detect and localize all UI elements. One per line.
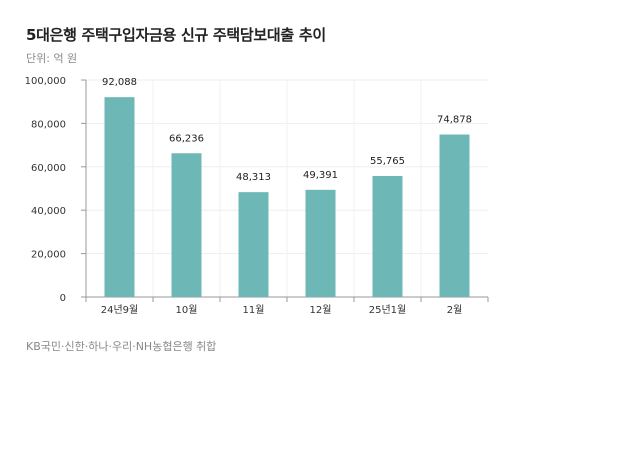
- bar: [372, 175, 403, 297]
- bar: [238, 192, 269, 297]
- x-tick-label: 10월: [176, 304, 198, 316]
- y-tick-label: 60,000: [31, 163, 66, 174]
- x-tick-label: 12월: [310, 304, 332, 316]
- data-label: 74,878: [437, 115, 472, 126]
- x-tick-label: 2월: [447, 304, 463, 316]
- data-label: 66,236: [169, 133, 204, 144]
- data-label: 92,088: [102, 77, 137, 88]
- data-label: 55,765: [370, 156, 405, 167]
- source-note: KB국민·신한·하나·우리·NH농협은행 취합: [26, 340, 217, 353]
- unit-label: 단위: 억 원: [26, 52, 78, 65]
- axes: [81, 79, 489, 302]
- x-tick-label: 25년1월: [369, 304, 407, 316]
- x-tick-label: 24년9월: [101, 304, 139, 316]
- y-tick-label: 0: [60, 293, 66, 304]
- bar: [171, 153, 202, 297]
- chart-title: 5대은행 주택구입자금용 신규 주택담보대출 추이: [26, 26, 326, 44]
- y-tick-label: 20,000: [31, 250, 66, 261]
- gridlines: [86, 79, 488, 297]
- labels: 0 20,000 40,000 60,000 80,000 100,000 92,088 24…: [25, 76, 472, 316]
- bars: [104, 97, 470, 297]
- bar: [305, 189, 336, 297]
- y-tick-label: 80,000: [31, 119, 66, 130]
- y-tick-label: 40,000: [31, 206, 66, 217]
- y-tick-label: 100,000: [25, 76, 66, 87]
- bar: [439, 134, 470, 297]
- bar: [104, 97, 135, 297]
- x-tick-label: 11월: [243, 304, 265, 316]
- data-label: 48,313: [236, 172, 271, 183]
- data-label: 49,391: [303, 170, 338, 181]
